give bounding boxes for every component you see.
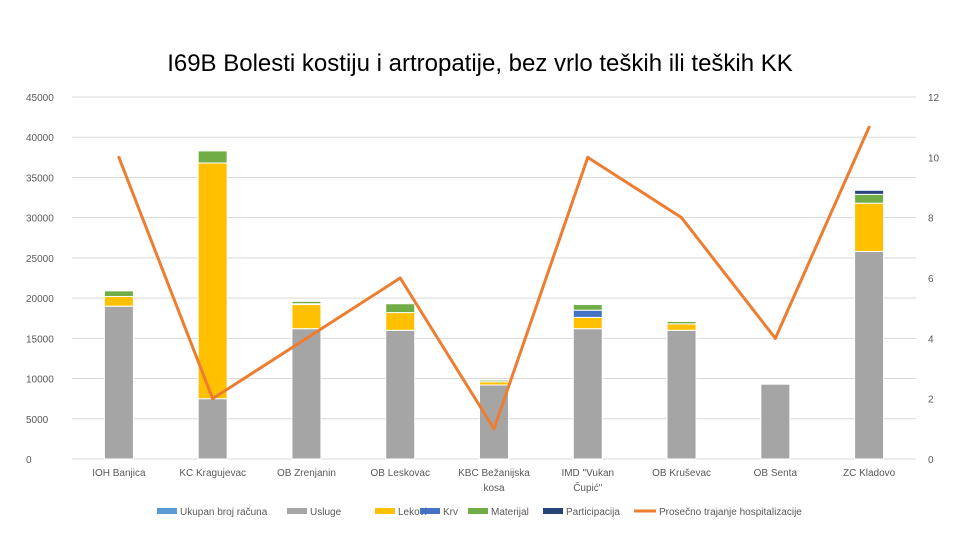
y2-tick-label: 10: [928, 153, 940, 164]
legend-label: Usluge: [310, 507, 342, 518]
bar-segment: [572, 316, 603, 330]
legend-label: Prosečno trajanje hospitalizacije: [659, 507, 802, 518]
bar-segment: [854, 189, 885, 195]
bar-segment: [291, 300, 322, 305]
x-tick-label: ZC Kladovo: [843, 468, 896, 479]
y2-tick-label: 0: [928, 455, 934, 466]
line-point: [680, 216, 684, 220]
legend-swatch: [375, 508, 395, 514]
y2-tick-label: 2: [928, 395, 934, 406]
legend-swatch: [543, 508, 563, 514]
y-tick-label: 20000: [26, 294, 54, 305]
bar-segment: [291, 304, 322, 330]
line-point: [211, 397, 215, 401]
bar-segment: [666, 323, 697, 331]
bar-segment: [479, 379, 509, 383]
bar-segment: [572, 304, 603, 311]
y-tick-label: 10000: [26, 375, 54, 386]
bar-segment: [385, 303, 416, 314]
y2-tick-label: 8: [928, 214, 934, 225]
y2-tick-label: 4: [928, 334, 934, 345]
bar-segment: [103, 290, 134, 298]
y-tick-label: 25000: [26, 254, 54, 265]
bar-segment: [103, 296, 134, 307]
y-tick-label: 35000: [26, 173, 54, 184]
y-tick-label: 0: [26, 455, 32, 466]
line-point: [586, 155, 590, 159]
legend-label: Krv: [443, 507, 458, 518]
line-point: [304, 336, 308, 340]
bar-segment: [197, 398, 228, 460]
y2-tick-label: 12: [928, 93, 940, 104]
x-tick-label: OB Leskovac: [370, 468, 429, 479]
line-point: [492, 427, 496, 431]
y-tick-label: 40000: [26, 133, 54, 144]
legend-swatch: [420, 508, 440, 514]
legend-label: Participacija: [566, 507, 620, 518]
legend-swatch: [157, 508, 177, 514]
bar-segment: [666, 320, 697, 325]
bar-segment: [197, 162, 228, 400]
x-tick-label: IOH Banjica: [92, 468, 146, 479]
chart-title: I69B Bolesti kostiju i artropatije, bez …: [167, 50, 793, 77]
bar-segment: [854, 250, 885, 460]
y-tick-label: 30000: [26, 214, 54, 225]
x-tick-label: KC Kragujevac: [179, 468, 246, 479]
legend-swatch: [287, 508, 307, 514]
y-tick-label: 15000: [26, 334, 54, 345]
x-tick-label: OB Zrenjanin: [277, 468, 336, 479]
legend-label: Lekovi: [398, 507, 427, 518]
x-tick-label: OB Senta: [754, 468, 798, 479]
bar-segment: [385, 329, 416, 460]
bar-segment: [854, 193, 885, 204]
y-tick-label: 5000: [26, 415, 49, 426]
x-tick-label: Čupić": [573, 481, 603, 494]
bar-segment: [385, 312, 416, 331]
bar-segment: [103, 305, 134, 460]
legend-label: Materijal: [491, 507, 529, 518]
bar-segment: [666, 329, 697, 460]
x-tick-label: OB Kruševac: [652, 468, 711, 479]
line-point: [867, 125, 871, 129]
bar-segment: [197, 150, 228, 164]
x-tick-label: KBC Bežanijska: [458, 468, 530, 479]
legend-label: Ukupan broj računa: [180, 507, 268, 518]
bar-segment: [854, 202, 885, 252]
bar-segment: [291, 328, 322, 460]
line-point: [117, 155, 121, 159]
x-tick-label: IMD "Vukan: [561, 468, 614, 479]
y2-tick-label: 6: [928, 274, 934, 285]
legend-swatch: [468, 508, 488, 514]
bar-segment: [572, 309, 603, 318]
line-point: [398, 276, 402, 280]
bar-segment: [760, 383, 791, 460]
x-tick-label: kosa: [483, 483, 505, 494]
line-point: [773, 336, 777, 340]
y-tick-label: 45000: [26, 93, 54, 104]
bar-segment: [572, 328, 603, 460]
